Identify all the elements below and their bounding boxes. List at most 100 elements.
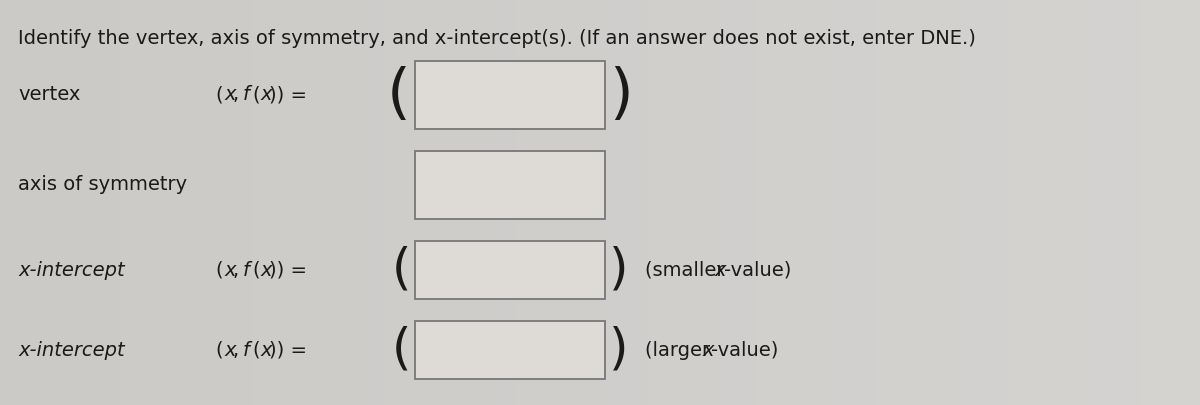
Bar: [540, 0, 552, 405]
Bar: [696, 0, 708, 405]
Bar: [348, 0, 360, 405]
Bar: [912, 0, 924, 405]
Bar: [120, 0, 132, 405]
Bar: [384, 0, 396, 405]
Bar: [600, 0, 612, 405]
Bar: [144, 0, 156, 405]
Text: x: x: [260, 341, 271, 360]
Text: ,: ,: [233, 260, 239, 279]
Bar: [1176, 0, 1188, 405]
Bar: [804, 0, 816, 405]
FancyBboxPatch shape: [415, 241, 605, 299]
Bar: [252, 0, 264, 405]
FancyBboxPatch shape: [415, 61, 605, 129]
Bar: [708, 0, 720, 405]
Bar: [396, 0, 408, 405]
Text: (: (: [252, 341, 259, 360]
Bar: [1092, 0, 1104, 405]
Text: x: x: [224, 85, 235, 104]
Bar: [456, 0, 468, 405]
Text: x-intercept: x-intercept: [18, 341, 125, 360]
Bar: [48, 0, 60, 405]
Text: x-intercept: x-intercept: [18, 260, 125, 279]
Bar: [420, 0, 432, 405]
Bar: [948, 0, 960, 405]
Bar: [516, 0, 528, 405]
Bar: [720, 0, 732, 405]
Bar: [648, 0, 660, 405]
Bar: [180, 0, 192, 405]
Bar: [588, 0, 600, 405]
Text: x: x: [224, 260, 235, 279]
Bar: [672, 0, 684, 405]
Bar: [792, 0, 804, 405]
Bar: [576, 0, 588, 405]
Bar: [408, 0, 420, 405]
Bar: [216, 0, 228, 405]
Bar: [276, 0, 288, 405]
Bar: [936, 0, 948, 405]
Bar: [1044, 0, 1056, 405]
Text: axis of symmetry: axis of symmetry: [18, 175, 187, 194]
Bar: [360, 0, 372, 405]
Text: Identify the vertex, axis of symmetry, and x-intercept(s). (If an answer does no: Identify the vertex, axis of symmetry, a…: [18, 29, 976, 48]
Text: )) =: )) =: [269, 260, 307, 279]
Text: x: x: [702, 341, 714, 360]
Text: -value): -value): [724, 260, 791, 279]
Bar: [192, 0, 204, 405]
Text: f: f: [242, 341, 250, 360]
Bar: [504, 0, 516, 405]
Bar: [312, 0, 324, 405]
Bar: [1116, 0, 1128, 405]
Text: ,: ,: [233, 341, 239, 360]
Bar: [432, 0, 444, 405]
Bar: [1020, 0, 1032, 405]
Bar: [0, 0, 12, 405]
Bar: [204, 0, 216, 405]
Bar: [108, 0, 120, 405]
Bar: [972, 0, 984, 405]
Bar: [636, 0, 648, 405]
FancyBboxPatch shape: [415, 321, 605, 379]
Bar: [480, 0, 492, 405]
Bar: [36, 0, 48, 405]
Bar: [1188, 0, 1200, 405]
Bar: [1032, 0, 1044, 405]
Bar: [240, 0, 252, 405]
Bar: [768, 0, 780, 405]
Bar: [684, 0, 696, 405]
Bar: [1008, 0, 1020, 405]
Text: (: (: [252, 260, 259, 279]
Bar: [960, 0, 972, 405]
Text: f: f: [242, 85, 250, 104]
Text: x: x: [224, 341, 235, 360]
Bar: [132, 0, 144, 405]
Bar: [984, 0, 996, 405]
Bar: [324, 0, 336, 405]
Bar: [900, 0, 912, 405]
Bar: [840, 0, 852, 405]
Bar: [1164, 0, 1176, 405]
Bar: [744, 0, 756, 405]
Text: vertex: vertex: [18, 85, 80, 104]
Bar: [1128, 0, 1140, 405]
Text: )) =: )) =: [269, 341, 307, 360]
Bar: [852, 0, 864, 405]
Bar: [84, 0, 96, 405]
Text: (: (: [252, 85, 259, 104]
Bar: [876, 0, 888, 405]
Bar: [96, 0, 108, 405]
Bar: [60, 0, 72, 405]
Bar: [168, 0, 180, 405]
Bar: [552, 0, 564, 405]
Bar: [924, 0, 936, 405]
Bar: [264, 0, 276, 405]
Bar: [660, 0, 672, 405]
Bar: [1104, 0, 1116, 405]
Text: x: x: [260, 85, 271, 104]
Text: (: (: [391, 246, 410, 294]
Bar: [492, 0, 504, 405]
Bar: [468, 0, 480, 405]
Text: (: (: [388, 66, 410, 124]
Bar: [732, 0, 744, 405]
